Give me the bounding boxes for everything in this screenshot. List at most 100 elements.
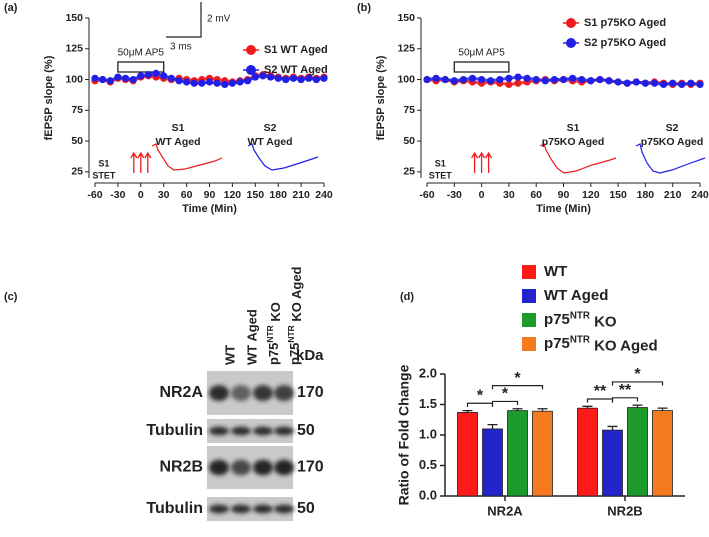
data-point xyxy=(213,79,221,87)
x-tick-label: 90 xyxy=(204,189,216,201)
error-bar xyxy=(632,404,643,408)
data-point xyxy=(505,74,513,82)
data-point xyxy=(687,79,695,87)
legend-swatch xyxy=(522,313,536,327)
ap5-label: 50μM AP5 xyxy=(458,48,505,59)
lane-label: p75NTR KO xyxy=(265,302,283,365)
y-tick-label: 2.0 xyxy=(419,365,437,380)
lane-label: p75NTR KO Aged xyxy=(286,266,304,365)
data-point xyxy=(91,74,99,82)
data-point xyxy=(251,73,259,81)
data-point xyxy=(137,72,145,80)
x-tick-label: -60 xyxy=(87,189,102,201)
legend-label: S2 p75KO Aged xyxy=(584,37,666,49)
data-point xyxy=(144,71,153,79)
data-point xyxy=(623,79,631,87)
x-tick-label: 210 xyxy=(292,189,310,201)
trace-label: S2 xyxy=(666,122,679,134)
blot-band xyxy=(231,385,251,401)
significance-bracket xyxy=(491,400,519,406)
y-tick-label: 125 xyxy=(65,43,83,55)
significance-label: ** xyxy=(594,383,607,400)
data-point xyxy=(505,80,513,89)
stim-arrow xyxy=(137,151,145,173)
data-point xyxy=(569,74,577,82)
blot-band xyxy=(209,459,229,476)
error-bar xyxy=(512,408,523,411)
stim-label: STET xyxy=(429,170,453,180)
y-tick-label: 150 xyxy=(65,12,83,24)
x-tick-label: -60 xyxy=(419,189,434,201)
data-point xyxy=(550,75,559,84)
data-point xyxy=(274,74,282,82)
blot-band xyxy=(231,426,251,436)
trace-label: S2 xyxy=(264,122,277,134)
data-point xyxy=(487,77,495,85)
data-point xyxy=(650,79,659,87)
x-tick-label: 180 xyxy=(637,189,655,201)
stim-arrow xyxy=(478,151,486,173)
blot-band xyxy=(231,504,251,514)
stim-label: S1 xyxy=(98,158,109,168)
data-point xyxy=(632,78,640,86)
data-point xyxy=(305,74,313,82)
data-point xyxy=(320,74,328,82)
legend-swatch xyxy=(522,289,536,303)
blot-band xyxy=(274,385,294,401)
row-label: Tubulin xyxy=(146,422,203,439)
error-bar xyxy=(607,425,618,431)
y-tick-label: 75 xyxy=(71,104,83,116)
panel-label: (c) xyxy=(4,291,18,303)
data-point xyxy=(641,79,650,87)
scale-bar xyxy=(166,2,202,38)
trace-label: S1 xyxy=(567,122,580,134)
kda-label: 50 xyxy=(297,500,315,517)
bar xyxy=(457,412,478,497)
significance-bracket xyxy=(491,384,544,390)
legend-marker xyxy=(566,38,576,48)
significance-bracket xyxy=(611,397,639,402)
y-tick-label: 1.5 xyxy=(419,396,437,411)
data-point xyxy=(559,75,568,84)
x-tick-label: 150 xyxy=(247,189,265,201)
error-bar xyxy=(537,408,548,412)
data-point xyxy=(423,75,431,84)
data-point xyxy=(160,72,168,80)
y-tick-label: 0.5 xyxy=(419,457,437,472)
data-point xyxy=(99,75,107,84)
stim-label: STET xyxy=(92,170,116,180)
x-tick-label: 0 xyxy=(479,189,485,201)
trace-label: WT Aged xyxy=(247,136,292,148)
panel-label: (a) xyxy=(4,2,18,14)
stim-arrow xyxy=(130,151,138,173)
legend-marker xyxy=(566,18,576,28)
data-point xyxy=(175,77,183,85)
legend-swatch xyxy=(522,337,536,351)
data-point xyxy=(660,80,668,89)
row-label: NR2B xyxy=(159,459,203,476)
data-point xyxy=(541,77,549,85)
kda-label: 170 xyxy=(297,459,324,476)
significance-label: * xyxy=(514,370,521,387)
data-point xyxy=(289,74,298,82)
significance-label: * xyxy=(634,366,641,383)
significance-bracket xyxy=(611,381,664,386)
trace-label: WT Aged xyxy=(155,136,200,148)
blot-band xyxy=(209,385,229,401)
x-tick-label: -30 xyxy=(447,189,462,201)
data-point xyxy=(282,75,290,84)
data-point xyxy=(106,77,114,85)
ap5-bar xyxy=(117,61,165,73)
x-tick-label: 210 xyxy=(664,189,682,201)
data-point xyxy=(514,79,522,87)
blot-band xyxy=(231,459,251,476)
ap5-label: 50μM AP5 xyxy=(118,48,165,59)
x-tick-label: 120 xyxy=(582,189,600,201)
x-tick-label: -30 xyxy=(110,189,125,201)
data-point xyxy=(614,78,622,86)
error-bar xyxy=(462,409,473,413)
x-tick-label: NR2A xyxy=(487,503,523,518)
data-point xyxy=(312,75,320,84)
stim-arrow xyxy=(144,151,152,173)
significance-label: * xyxy=(502,386,509,403)
